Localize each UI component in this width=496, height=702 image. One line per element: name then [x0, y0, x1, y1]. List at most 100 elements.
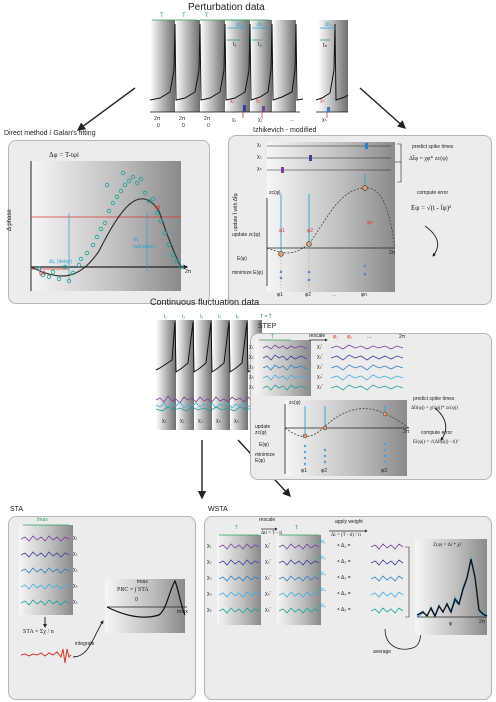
t-label: t₂: [182, 314, 186, 320]
Z-formula: Z(φ) = Δi * χi': [433, 543, 462, 548]
phase-formula: Δφ = T-tφi: [49, 151, 79, 159]
average-label: average: [373, 649, 392, 655]
delta-multiplier: × Δ₁ =: [337, 543, 351, 549]
step-panel: T rescale φ₁ φ₂ ... 2π χ₁ χ₂ χ₃ χ₄ χ₅ χ₁…: [249, 333, 492, 480]
delta-multiplier: × Δ₂ =: [337, 559, 351, 565]
period-eq: T = T̄: [260, 314, 272, 320]
izhikevich-panel: update t̃ with Δt̃φ χ₁ χ₂ χₙ zc(φ) predi…: [228, 135, 492, 305]
stim-label: χ₂: [257, 154, 262, 160]
phi-top: ...: [367, 334, 372, 340]
ellipsis-label: ...: [290, 117, 295, 123]
phi-label: φ2: [305, 292, 312, 298]
t-label: t₄: [218, 314, 222, 320]
izhikevich-title: Izhikevich - modified: [253, 127, 317, 134]
delay-label: Δt₁ (delay): [49, 259, 73, 265]
phi-label: ..: [333, 292, 336, 298]
stim-label: χ₁: [249, 344, 254, 350]
stim-label: χ₁: [207, 543, 212, 549]
stim-label: χ₃: [249, 364, 254, 370]
error-formula: Eφ = √(t - t̃φ)²: [411, 204, 452, 212]
stim-label: χ₃: [73, 567, 78, 573]
stim-label: χ₅: [207, 607, 212, 613]
phi-label: φn: [361, 292, 368, 298]
stim-label: χ₅: [249, 384, 254, 390]
prc-formula: PRC = ∫ STA: [117, 587, 149, 593]
advance-label: (advance): [133, 244, 156, 250]
two-pi-label: 2π: [204, 116, 211, 122]
update-label: update zc(φ): [255, 424, 271, 436]
stim-label: χ₄: [207, 591, 212, 597]
stim-label: χ₁: [73, 535, 78, 541]
update-side-label: update t̃ with Δt̃φ: [233, 193, 239, 231]
arrow-to-izhikevich: [359, 87, 407, 129]
step-plot: [255, 338, 447, 476]
dt-label: Δt₅: [319, 603, 326, 609]
dt-label: Δt₃: [319, 571, 326, 577]
zero-label: 0: [157, 123, 160, 129]
stim-label: χ₄: [216, 418, 221, 424]
t-label: t₅: [236, 314, 240, 320]
stim-rescaled-label: χ₁': [317, 344, 323, 350]
stim-label: χ₂: [207, 559, 212, 565]
wsta-title: WSTA: [208, 506, 228, 513]
phi-red-label: φ1: [279, 228, 286, 234]
t-label: t₃: [200, 314, 204, 320]
phi-label: φ3: [381, 468, 388, 474]
T-label: T: [295, 525, 299, 531]
stim-rescaled-label: χ₃': [317, 364, 323, 370]
phi-1-label: φ1: [39, 271, 47, 277]
T-label: T: [271, 334, 275, 340]
tmax-label: tmax: [37, 517, 48, 523]
direct-panel: Δ phase Δφ = T-tφi φi φ1 Δtᵢ (advance) Δ…: [7, 140, 210, 304]
E-label: E(φ): [237, 256, 247, 262]
predict-formula: Δt̃i(φj) = χi'(φj)* zc(φj): [411, 406, 458, 411]
stim-label: χ₂: [249, 354, 254, 360]
stim-label: χ₄: [73, 583, 78, 589]
predict-label: predict spike times: [413, 396, 455, 402]
phi-top: φ₂: [347, 334, 353, 340]
minimize-label: minimize E(φ): [255, 452, 275, 464]
stim-label: χ₄: [249, 374, 254, 380]
perturbation-title: Perturbation data: [188, 2, 265, 13]
stim-axis-label: χₙ: [322, 117, 327, 123]
wsta-plot: [217, 527, 488, 650]
x-end-label: 2π: [389, 250, 396, 256]
spike-time-label: tₙ: [323, 43, 328, 49]
stim-label: χ₁: [162, 418, 167, 424]
arrow-to-direct: [76, 87, 136, 131]
delta-label: Δtₙ: [325, 22, 332, 28]
prc-lower: 0: [135, 597, 138, 603]
rescale-formula: Δti = T - ti: [261, 531, 283, 536]
period-label: T: [182, 13, 186, 19]
compute-error-label: compute error: [417, 190, 449, 196]
two-pi-label: 2π: [154, 116, 161, 122]
stim-rescaled: χ₅': [265, 607, 271, 613]
stim-label: χₙ: [320, 98, 325, 104]
two-pi-label: 2π: [179, 116, 186, 122]
x-end-label: 2π: [403, 429, 410, 435]
phi-red-label: φn: [367, 220, 374, 226]
wsta-panel: T T rescale Δti = T - ti apply weight Δi…: [204, 516, 492, 700]
step-title: STEP: [258, 323, 277, 330]
stim-axis-label: χ₂: [258, 117, 263, 123]
stim-label: χ₃: [207, 575, 212, 581]
perturbation-trace: [149, 19, 349, 118]
weight-formula: Δi = (T - ti) / ti: [331, 533, 361, 538]
continuous-trace: [155, 320, 263, 430]
direct-title: Direct method / Galan's fitting: [4, 130, 96, 137]
t-label: t₁: [164, 314, 168, 320]
stim-rescaled: χ₁': [265, 543, 271, 549]
stim-label: χₙ: [257, 166, 262, 172]
zc-label: zc(φ): [269, 190, 281, 196]
stim-label: χ₂: [180, 418, 185, 424]
predict-formula: Δt̃φ = χφ* zc(φ): [409, 156, 448, 162]
continuous-title: Continuous fluctuation data: [150, 297, 260, 307]
stim-label: χ₃: [198, 418, 203, 424]
predict-title: predict spike times: [412, 144, 454, 150]
stim-label: χ₁: [257, 142, 262, 148]
phi-label: φ2: [321, 468, 328, 474]
rescale-label: rescale: [309, 333, 326, 339]
stim-label: χ₅: [73, 599, 78, 605]
period-label: T: [205, 13, 209, 19]
stim-rescaled: χ₂': [265, 559, 271, 565]
